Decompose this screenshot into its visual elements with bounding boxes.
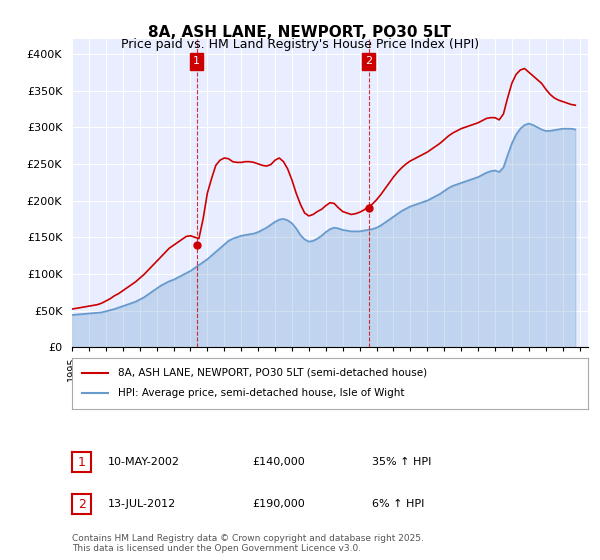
Text: £190,000: £190,000 xyxy=(252,499,305,509)
Text: Contains HM Land Registry data © Crown copyright and database right 2025.
This d: Contains HM Land Registry data © Crown c… xyxy=(72,534,424,553)
Text: 8A, ASH LANE, NEWPORT, PO30 5LT: 8A, ASH LANE, NEWPORT, PO30 5LT xyxy=(149,25,452,40)
Text: £140,000: £140,000 xyxy=(252,457,305,467)
Text: 13-JUL-2012: 13-JUL-2012 xyxy=(108,499,176,509)
Text: 2: 2 xyxy=(365,56,372,66)
Text: Price paid vs. HM Land Registry's House Price Index (HPI): Price paid vs. HM Land Registry's House … xyxy=(121,38,479,51)
Text: 1: 1 xyxy=(77,455,86,469)
Text: 1: 1 xyxy=(193,56,200,66)
Text: 6% ↑ HPI: 6% ↑ HPI xyxy=(372,499,424,509)
Text: 8A, ASH LANE, NEWPORT, PO30 5LT (semi-detached house): 8A, ASH LANE, NEWPORT, PO30 5LT (semi-de… xyxy=(118,367,428,377)
Text: 35% ↑ HPI: 35% ↑ HPI xyxy=(372,457,431,467)
Text: 10-MAY-2002: 10-MAY-2002 xyxy=(108,457,180,467)
Text: 2: 2 xyxy=(77,497,86,511)
Text: HPI: Average price, semi-detached house, Isle of Wight: HPI: Average price, semi-detached house,… xyxy=(118,388,405,398)
